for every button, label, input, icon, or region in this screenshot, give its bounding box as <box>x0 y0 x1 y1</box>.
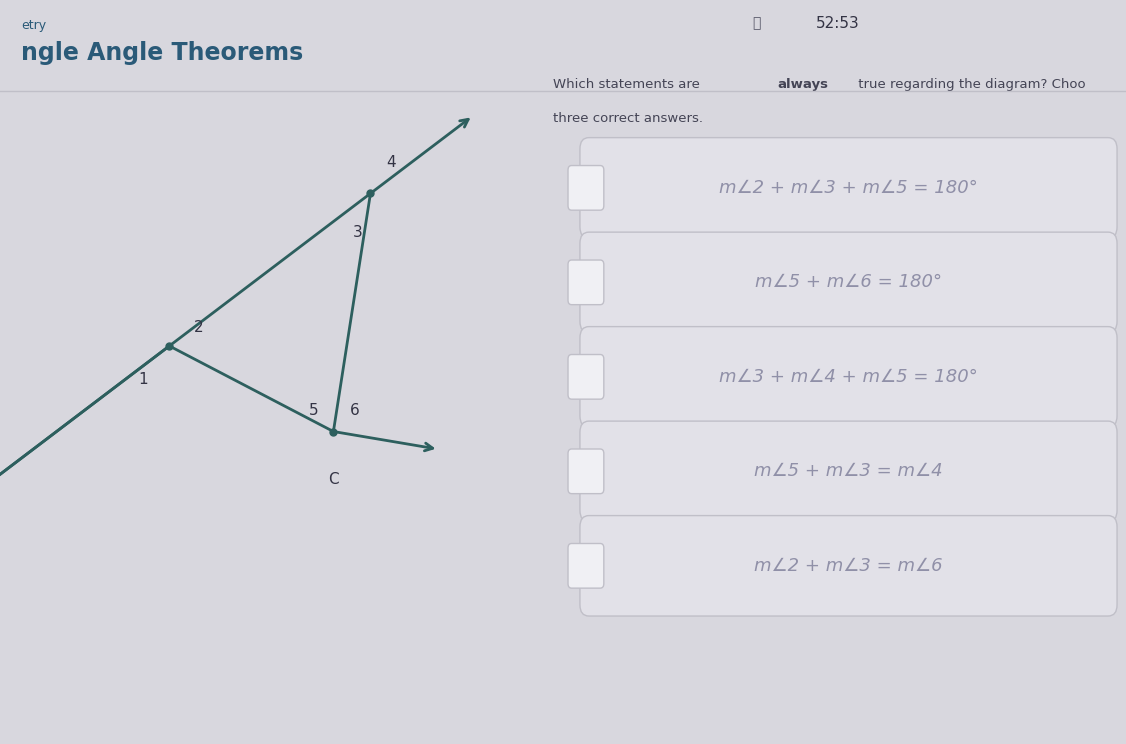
FancyBboxPatch shape <box>568 449 604 494</box>
FancyBboxPatch shape <box>580 421 1117 522</box>
Text: etry: etry <box>21 19 46 31</box>
Text: three correct answers.: three correct answers. <box>553 112 703 124</box>
Text: m∠2 + m∠3 = m∠6: m∠2 + m∠3 = m∠6 <box>754 557 942 575</box>
FancyBboxPatch shape <box>568 354 604 399</box>
Text: m∠3 + m∠4 + m∠5 = 180°: m∠3 + m∠4 + m∠5 = 180° <box>720 368 977 386</box>
Text: 6: 6 <box>350 403 359 418</box>
Text: 4: 4 <box>386 155 395 170</box>
Text: 3: 3 <box>352 225 363 240</box>
Text: always: always <box>777 78 828 91</box>
FancyBboxPatch shape <box>568 165 604 210</box>
Text: Which statements are: Which statements are <box>553 78 704 91</box>
FancyBboxPatch shape <box>568 260 604 305</box>
Text: 2: 2 <box>194 320 204 335</box>
FancyBboxPatch shape <box>568 543 604 588</box>
Text: 52:53: 52:53 <box>815 16 859 31</box>
Text: 5: 5 <box>309 403 319 418</box>
Text: m∠2 + m∠3 + m∠5 = 180°: m∠2 + m∠3 + m∠5 = 180° <box>720 179 977 197</box>
Text: true regarding the diagram? Choo: true regarding the diagram? Choo <box>855 78 1087 91</box>
FancyBboxPatch shape <box>580 138 1117 238</box>
Text: ⧖: ⧖ <box>752 16 760 31</box>
Text: 1: 1 <box>138 372 148 387</box>
Text: m∠5 + m∠3 = m∠4: m∠5 + m∠3 = m∠4 <box>754 462 942 481</box>
Text: m∠5 + m∠6 = 180°: m∠5 + m∠6 = 180° <box>756 273 942 292</box>
FancyBboxPatch shape <box>580 327 1117 427</box>
Text: ngle Angle Theorems: ngle Angle Theorems <box>21 41 303 65</box>
FancyBboxPatch shape <box>580 232 1117 333</box>
FancyBboxPatch shape <box>580 516 1117 616</box>
Text: C: C <box>328 472 339 487</box>
